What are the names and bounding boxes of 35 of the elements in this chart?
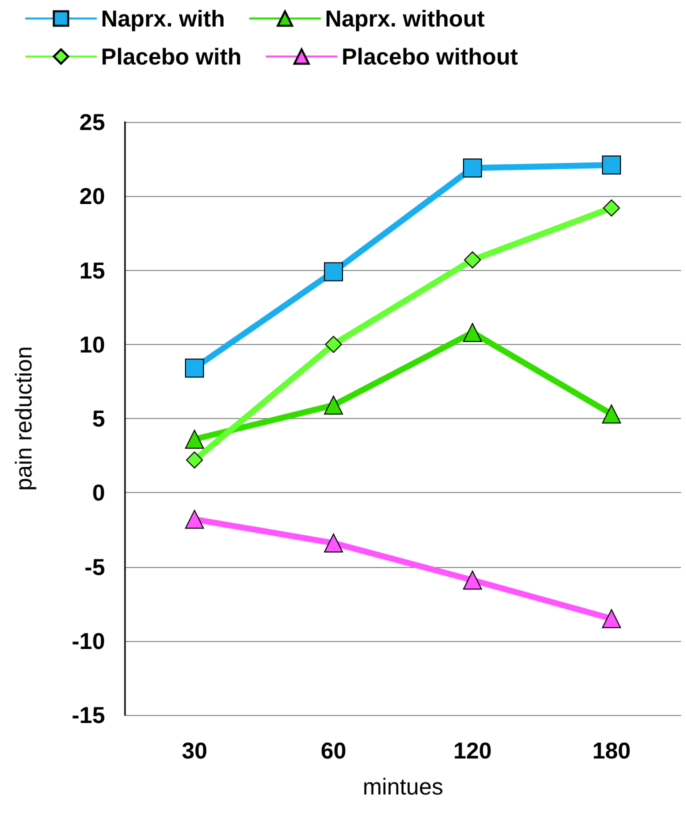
point	[463, 323, 482, 342]
point	[464, 251, 481, 268]
x-tick-label: 120	[453, 738, 492, 764]
point	[185, 430, 204, 449]
point	[324, 534, 343, 553]
point	[325, 336, 342, 353]
x-axis-title: mintues	[362, 774, 444, 800]
y-tick-label: 15	[79, 257, 106, 284]
point	[186, 452, 203, 469]
y-axis-title: pain reduction	[10, 346, 36, 491]
y-tick-label: -15	[72, 702, 106, 728]
x-tick-label: 30	[182, 738, 208, 764]
y-tick-label: -10	[72, 628, 105, 654]
point	[602, 155, 621, 174]
point	[185, 358, 204, 378]
y-tick-label: -5	[84, 554, 106, 580]
point	[185, 510, 204, 529]
legend-label: Placebo without	[342, 44, 518, 70]
point	[324, 396, 343, 415]
y-tick-label: 25	[79, 109, 106, 135]
x-tick-label: 180	[592, 738, 631, 764]
x-tick-label: 60	[320, 738, 346, 764]
point	[603, 199, 620, 216]
point	[463, 570, 482, 590]
y-tick-label: 20	[79, 183, 105, 210]
y-tick-label: 5	[92, 406, 106, 432]
legend-label: Naprx. without	[324, 6, 486, 32]
y-tick-label: 0	[92, 480, 105, 506]
legend-label: Naprx. with	[101, 6, 225, 32]
legend-label: Placebo with	[101, 44, 242, 70]
point	[463, 158, 482, 178]
point	[324, 262, 343, 282]
point	[602, 404, 621, 424]
point	[602, 609, 621, 628]
y-tick-label: 10	[79, 331, 105, 358]
